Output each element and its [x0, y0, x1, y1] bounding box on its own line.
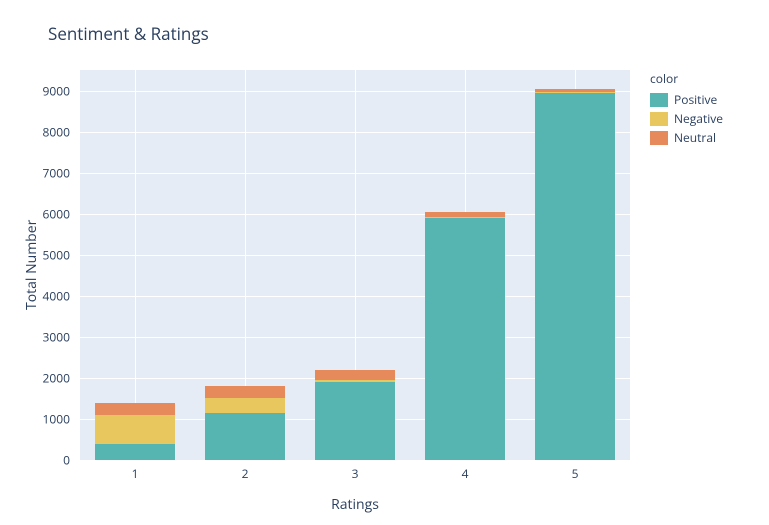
gridline-h: [80, 460, 630, 461]
bar-segment[interactable]: [535, 89, 614, 92]
y-tick-label: 1000: [20, 410, 70, 427]
y-tick-label: 0: [20, 452, 70, 469]
legend-item[interactable]: Neutral: [650, 129, 723, 146]
bar-segment[interactable]: [315, 382, 394, 460]
legend-label: Positive: [674, 91, 717, 108]
bar-segment[interactable]: [425, 217, 504, 218]
bar-segment[interactable]: [425, 218, 504, 460]
gridline-v: [135, 70, 136, 460]
bar-segment[interactable]: [315, 380, 394, 382]
bar-segment[interactable]: [425, 212, 504, 217]
legend-swatch: [650, 93, 668, 107]
x-tick-label: 4: [445, 465, 485, 482]
x-tick-label: 3: [335, 465, 375, 482]
y-tick-label: 9000: [20, 82, 70, 99]
bar-segment[interactable]: [535, 93, 614, 460]
y-tick-label: 7000: [20, 164, 70, 181]
plot-area: Ratings 01000200030004000500060007000800…: [80, 70, 630, 460]
legend-label: Negative: [674, 110, 723, 127]
legend: color Positive Negative Neutral: [650, 70, 723, 148]
bar-segment[interactable]: [95, 403, 174, 415]
bar-segment[interactable]: [315, 370, 394, 380]
y-tick-label: 8000: [20, 123, 70, 140]
bar-segment[interactable]: [205, 398, 284, 412]
x-tick-label: 1: [115, 465, 155, 482]
x-axis-label: Ratings: [331, 495, 379, 514]
y-tick-label: 2000: [20, 369, 70, 386]
legend-item[interactable]: Positive: [650, 91, 723, 108]
legend-swatch: [650, 112, 668, 126]
chart-container: Sentiment & Ratings Ratings 010002000300…: [0, 0, 769, 525]
bar-segment[interactable]: [95, 415, 174, 444]
y-tick-label: 3000: [20, 328, 70, 345]
x-tick-label: 2: [225, 465, 265, 482]
legend-label: Neutral: [674, 129, 716, 146]
bar-segment[interactable]: [205, 386, 284, 398]
legend-title: color: [650, 70, 723, 87]
bar-segment[interactable]: [205, 413, 284, 460]
x-tick-label: 5: [555, 465, 595, 482]
legend-swatch: [650, 131, 668, 145]
legend-item[interactable]: Negative: [650, 110, 723, 127]
bar-segment[interactable]: [95, 444, 174, 460]
y-axis-label: Total Number: [22, 220, 41, 310]
chart-title: Sentiment & Ratings: [48, 22, 209, 45]
